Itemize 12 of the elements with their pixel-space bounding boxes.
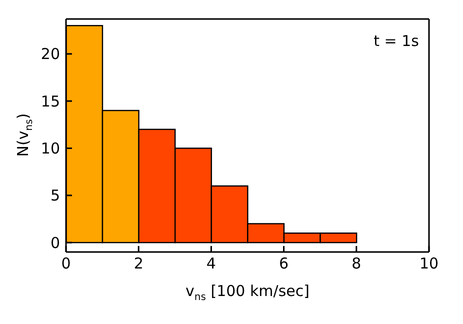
y-tick-label: 20 bbox=[40, 45, 60, 64]
x-axis-title: v$_{ns}$ [100 km/sec] bbox=[186, 282, 310, 303]
y-tick-label: 10 bbox=[40, 140, 60, 158]
y-tick-label: 5 bbox=[50, 186, 60, 205]
x-tick-label: 10 bbox=[419, 254, 439, 273]
x-tick-label: 6 bbox=[279, 254, 289, 273]
annotation: t = 1s bbox=[374, 32, 420, 50]
x-tick-label: 4 bbox=[206, 254, 216, 273]
y-tick-label: 0 bbox=[50, 234, 60, 252]
x-tick-label: 8 bbox=[352, 254, 362, 273]
y-tick-label: 15 bbox=[40, 92, 60, 110]
x-tick-label: 2 bbox=[134, 254, 144, 273]
